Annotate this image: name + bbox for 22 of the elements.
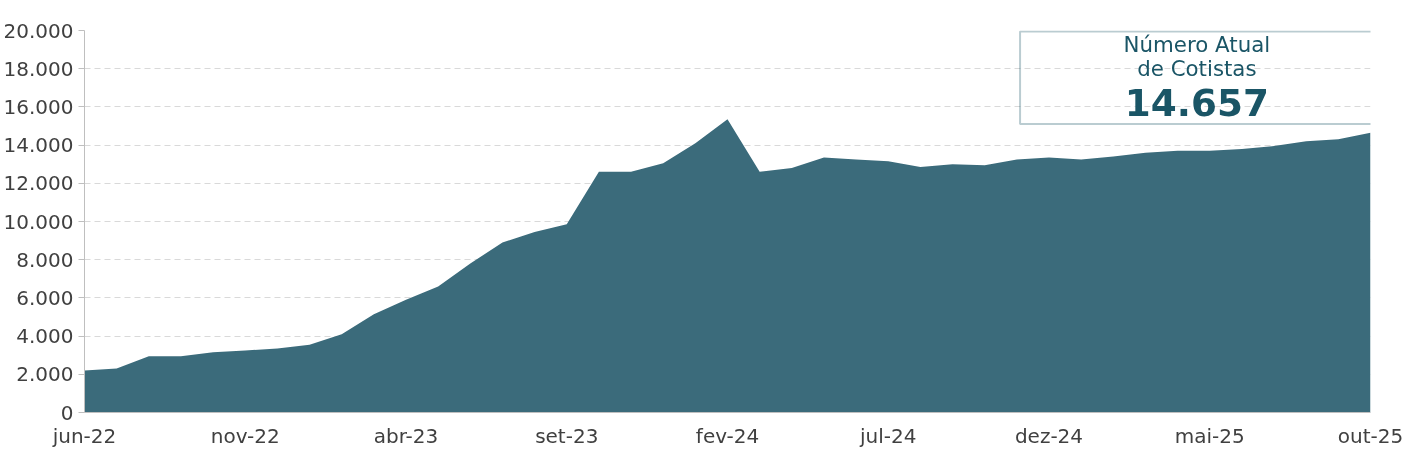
y-tick-label: 20.000: [3, 18, 74, 43]
y-tick-label: 8.000: [16, 247, 74, 272]
y-tick-label: 12.000: [3, 171, 74, 196]
x-tick-label: mai-25: [1174, 423, 1245, 448]
y-tick-label: 0: [60, 400, 74, 425]
x-tick-label: out-25: [1337, 423, 1404, 448]
annotation: 14.657: [1124, 80, 1269, 125]
x-tick-label: abr-23: [373, 423, 439, 448]
annotation: Número Atual de Cotistas: [1123, 32, 1271, 82]
y-tick-label: 6.000: [16, 285, 74, 310]
x-tick-label: set-23: [535, 423, 599, 448]
y-tick-label: 18.000: [3, 56, 74, 81]
x-tick-label: dez-24: [1014, 423, 1084, 448]
y-tick-label: 2.000: [16, 362, 74, 387]
y-tick-label: 10.000: [3, 209, 74, 234]
y-tick-label: 4.000: [16, 324, 74, 349]
x-tick-label: jun-22: [51, 423, 117, 448]
y-tick-label: 16.000: [3, 94, 74, 119]
x-tick-label: fev-24: [695, 423, 760, 448]
y-tick-label: 14.000: [3, 133, 74, 158]
x-tick-label: jul-24: [859, 423, 917, 448]
x-tick-label: nov-22: [210, 423, 280, 448]
